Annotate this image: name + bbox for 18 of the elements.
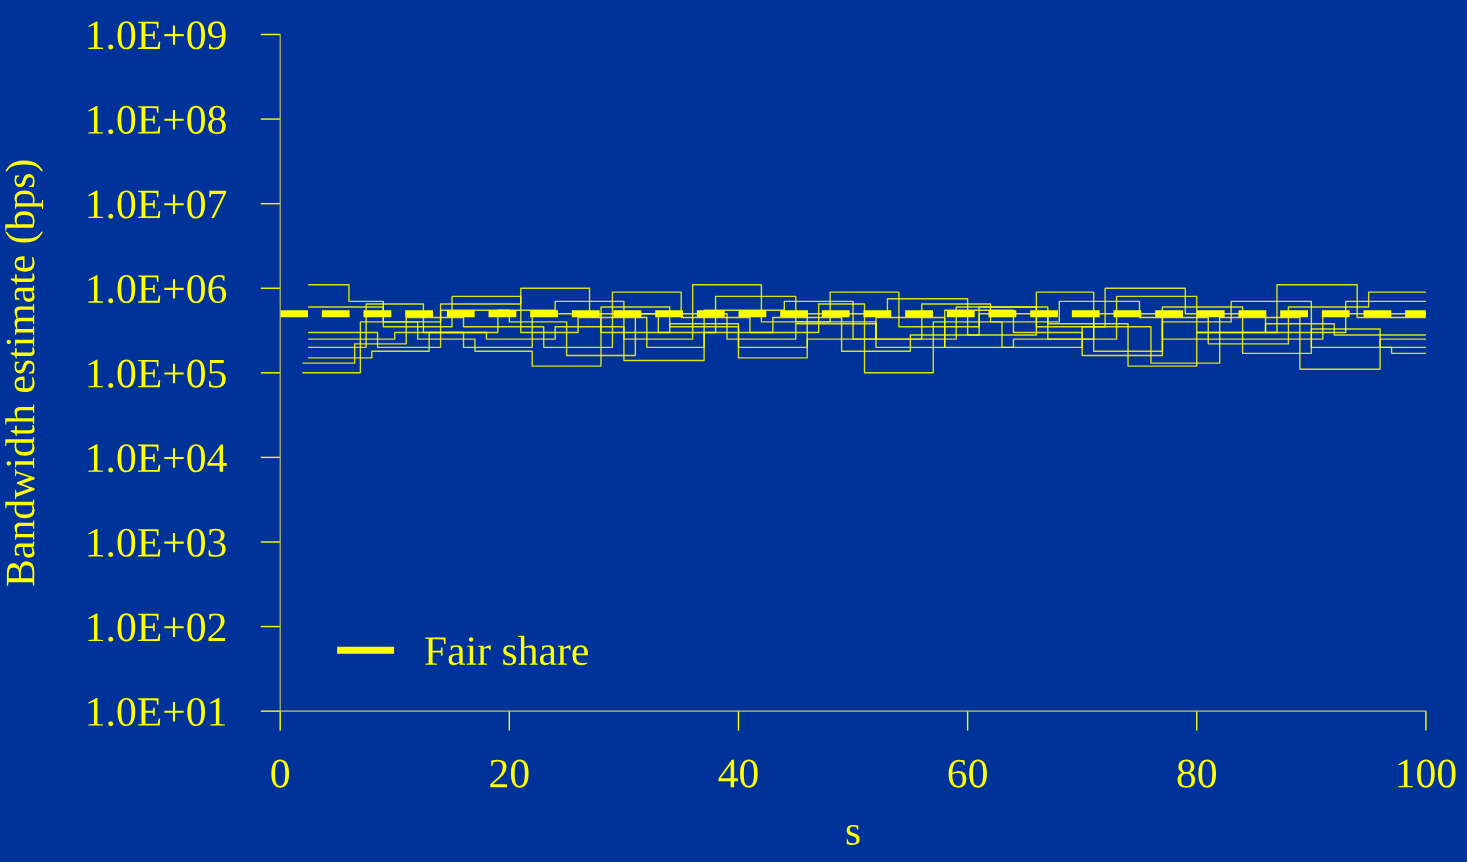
x-tick-label: 100	[1398, 759, 1456, 788]
x-tick-label: 20	[490, 759, 529, 788]
y-tick-label: 1.0E+01	[88, 697, 225, 727]
y-tick-label: 1.0E+07	[88, 190, 227, 219]
x-tick-label: 60	[948, 759, 987, 788]
x-axis-title: s	[846, 824, 860, 845]
y-tick-label: 1.0E+04	[88, 444, 227, 473]
legend-label: Fair share	[425, 635, 588, 666]
y-tick-label: 1.0E+06	[88, 274, 227, 304]
y-tick-label: 1.0E+02	[88, 613, 226, 642]
y-tick-label: 1.0E+09	[88, 21, 226, 50]
y-tick-label: 1.0E+05	[88, 359, 226, 388]
x-tick-label: 40	[718, 759, 758, 788]
x-tick-label: 80	[1177, 759, 1217, 788]
x-tick-label: 0	[271, 759, 290, 788]
y-tick-label: 1.0E+03	[88, 528, 226, 558]
y-axis-title: Bandwidth estimate (bps)	[5, 160, 44, 586]
y-tick-label: 1.0E+08	[88, 105, 226, 135]
